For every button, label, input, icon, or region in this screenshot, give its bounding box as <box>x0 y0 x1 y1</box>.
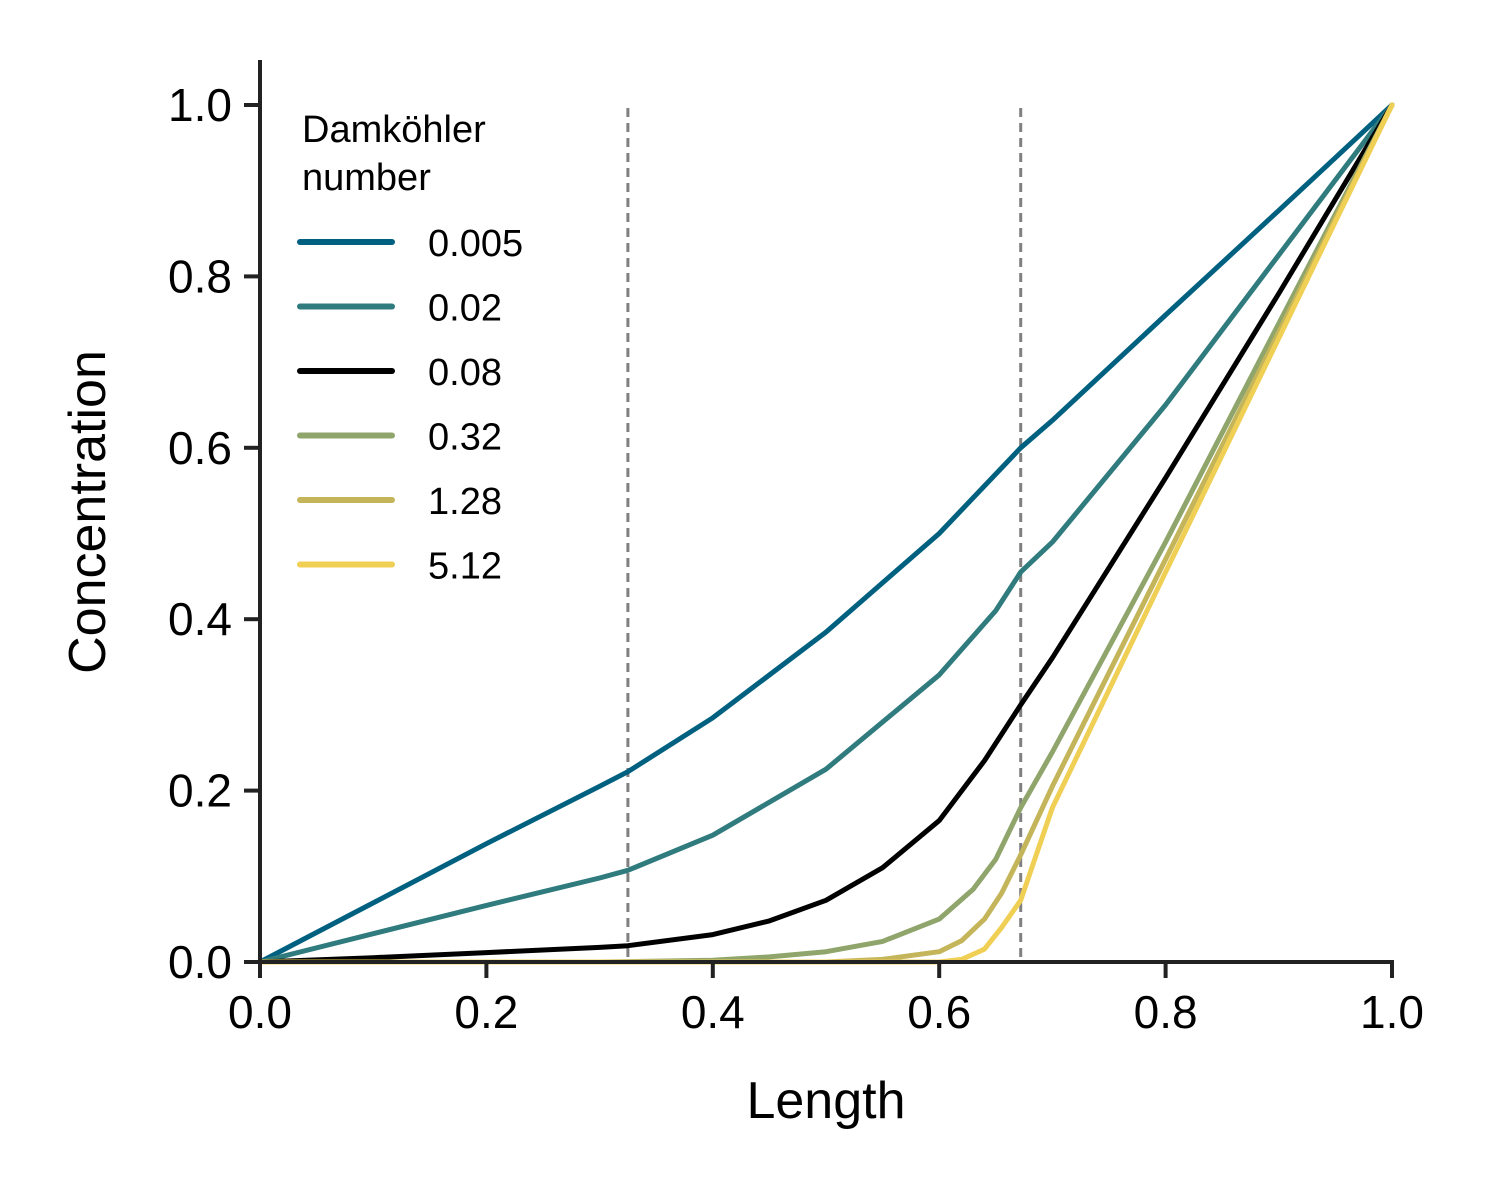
legend-label-0.005: 0.005 <box>428 223 523 265</box>
y-tick-label: 0.0 <box>168 936 232 988</box>
reference-lines <box>626 108 1023 962</box>
x-tick-label: 0.4 <box>681 986 745 1038</box>
y-tick-label: 0.2 <box>168 765 232 817</box>
y-axis-label: Concentration <box>59 350 117 674</box>
series-line-0.02 <box>257 102 1395 965</box>
series-line-0.005 <box>257 102 1395 965</box>
x-tick-label: 0.6 <box>907 986 971 1038</box>
y-tick-label: 0.8 <box>168 250 232 302</box>
legend-label-1.28: 1.28 <box>428 481 502 523</box>
ticks: 0.0 0.2 0.4 0.6 0.8 1.0 0.0 0.2 0.4 0.6 0.8 1.0 <box>168 79 1424 1038</box>
legend-entries: 0.005 0.02 0.08 0.32 1.28 5.12 <box>297 223 523 588</box>
series-line-0.08 <box>257 102 1395 965</box>
x-tick-label: 0.2 <box>454 986 518 1038</box>
x-tick-label: 0.0 <box>228 986 292 1038</box>
y-tick-label: 1.0 <box>168 79 232 131</box>
legend-title-line-1: Damköhler <box>302 109 486 151</box>
legend-label-5.12: 5.12 <box>428 546 502 588</box>
y-tick-label: 0.6 <box>168 422 232 474</box>
legend: Damköhler number 0.005 0.02 0.08 0.32 1.28 5.… <box>297 109 523 588</box>
axes <box>258 60 1394 964</box>
legend-label-0.32: 0.32 <box>428 417 502 459</box>
x-axis-label: Length <box>746 1072 905 1130</box>
legend-label-0.02: 0.02 <box>428 288 502 330</box>
y-tick-label: 0.4 <box>168 593 232 645</box>
series-lines <box>257 102 1395 965</box>
x-tick-label: 0.8 <box>1134 986 1198 1038</box>
x-tick-label: 1.0 <box>1360 986 1424 1038</box>
legend-label-0.08: 0.08 <box>428 352 502 394</box>
legend-title-line-2: number <box>302 157 431 199</box>
